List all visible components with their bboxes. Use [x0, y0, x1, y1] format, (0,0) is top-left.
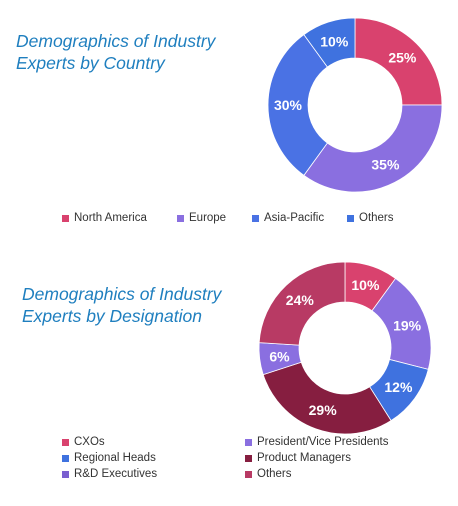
- legend-swatch: [62, 470, 69, 478]
- designation-donut-chart: 10% 19% 12% 29% 6% 24%: [258, 261, 432, 435]
- legend-swatch: [62, 214, 69, 222]
- slice-others: [258, 261, 346, 346]
- legend-label: Others: [359, 212, 394, 224]
- slice-label-r-d-executives: 6%: [269, 348, 290, 364]
- legend-swatch: [347, 214, 354, 222]
- legend-swatch: [245, 454, 252, 462]
- slice-europe: [303, 104, 443, 193]
- legend-label: Product Managers: [257, 452, 351, 464]
- legend-item-president-vice-presidents: President/Vice Presidents: [245, 436, 388, 448]
- legend-label: President/Vice Presidents: [257, 436, 389, 448]
- legend-item-asia-pacific: Asia-Pacific: [252, 212, 324, 224]
- slice-label-regional-heads: 12%: [384, 379, 413, 395]
- legend-item-europe: Europe: [177, 212, 226, 224]
- legend-swatch: [177, 214, 184, 222]
- legend-item-r-d-executives: R&D Executives: [62, 468, 157, 480]
- legend-item-product-managers: Product Managers: [245, 452, 351, 464]
- legend-item-cxos: CXOs: [62, 436, 105, 448]
- legend-swatch: [245, 438, 252, 446]
- slice-asia-pacific: [267, 34, 328, 176]
- legend-label: North America: [74, 212, 147, 224]
- slice-label-product-managers: 29%: [309, 402, 338, 418]
- legend-label: CXOs: [74, 436, 105, 448]
- chart-title-designation: Demographics of Industry Experts by Desi…: [22, 284, 222, 326]
- slice-label-others: 24%: [286, 292, 315, 308]
- legend-label: Others: [257, 468, 292, 480]
- legend-item-regional-heads: Regional Heads: [62, 452, 156, 464]
- country-donut-chart: 25% 35% 30% 10%: [267, 17, 443, 193]
- legend-swatch: [62, 454, 69, 462]
- legend-label: Europe: [189, 212, 227, 224]
- legend-swatch: [62, 438, 69, 446]
- legend-label: Asia-Pacific: [264, 212, 325, 224]
- chart-title-country: Demographics of Industry Experts by Coun…: [16, 31, 216, 73]
- slice-others: [303, 17, 356, 68]
- slice-north-america: [354, 17, 443, 106]
- slice-label-europe: 35%: [371, 157, 400, 173]
- legend-item-others: Others: [347, 212, 394, 224]
- legend-item-others: Others: [245, 468, 292, 480]
- legend-label: R&D Executives: [74, 468, 158, 480]
- slice-product-managers: [262, 361, 392, 435]
- legend-swatch: [245, 470, 252, 478]
- slice-label-asia-pacific: 30%: [274, 97, 303, 113]
- legend-item-north-america: North America: [62, 212, 147, 224]
- slice-label-cxos: 10%: [351, 277, 380, 293]
- slice-label-north-america: 25%: [388, 50, 417, 66]
- legend-label: Regional Heads: [74, 452, 156, 464]
- slice-label-others: 10%: [320, 33, 349, 49]
- slice-label-president-vice-presidents: 19%: [393, 318, 422, 334]
- legend-swatch: [252, 214, 259, 222]
